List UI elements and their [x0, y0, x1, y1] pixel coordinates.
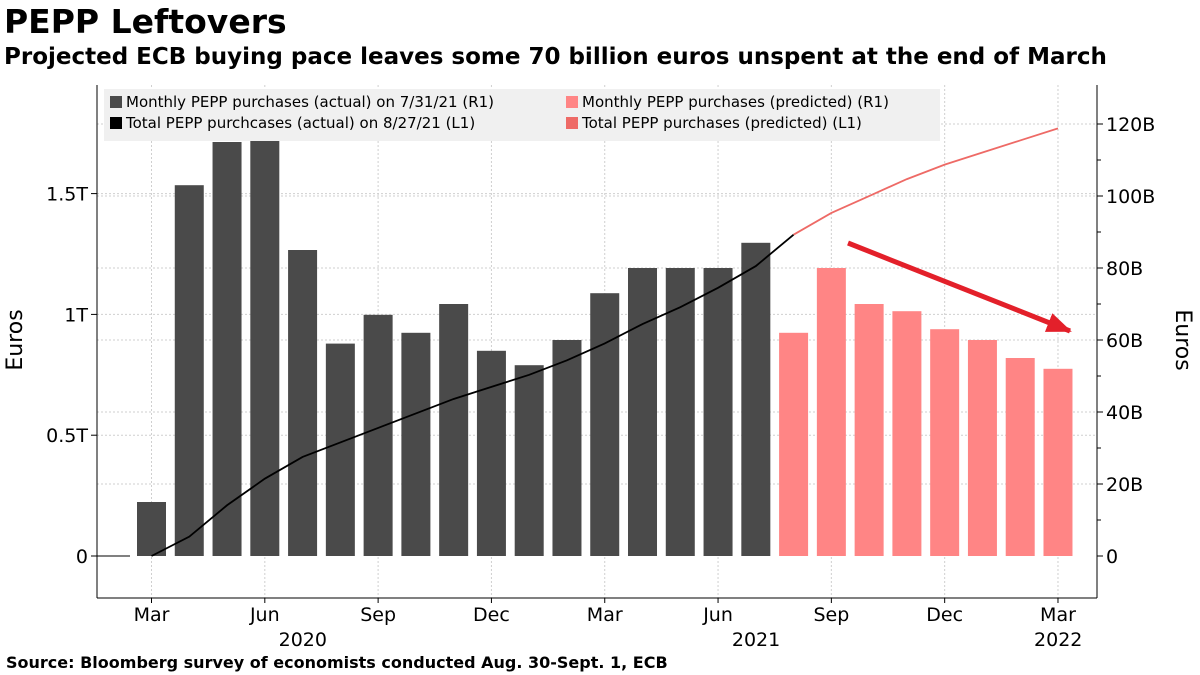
bar-actual	[288, 250, 318, 556]
bar-actual	[212, 142, 242, 556]
left-tick-label: 0.5T	[46, 425, 88, 447]
tick-labels: 0 0.5T 1T 1.5T 0 20B 40B 60B 80B 100B 120B Mar Jun Se…	[46, 114, 1155, 651]
bar-predicted	[1043, 368, 1073, 556]
source-note: Source: Bloomberg survey of economists c…	[6, 653, 668, 672]
bar-predicted	[779, 332, 809, 556]
legend-label-predicted-bar: Monthly PEPP purchases (predicted) (R1)	[582, 93, 889, 111]
bars	[137, 124, 1073, 557]
legend-swatch-predicted-bar	[566, 96, 578, 108]
x-year-label: 2022	[1034, 629, 1082, 651]
bar-predicted	[967, 340, 997, 556]
axes	[91, 85, 1103, 603]
legend-swatch-actual-bar	[110, 96, 122, 108]
x-year-label: 2021	[732, 629, 780, 651]
bar-actual	[250, 124, 280, 556]
chart-subtitle: Projected ECB buying pace leaves some 70…	[4, 44, 1107, 70]
right-tick-label: 80B	[1106, 258, 1143, 280]
right-tick-label: 60B	[1106, 330, 1143, 352]
bar-actual	[174, 185, 204, 556]
right-tick-label: 120B	[1106, 114, 1155, 136]
bar-predicted	[930, 329, 960, 556]
x-tick-label: Mar	[1040, 604, 1076, 626]
right-tick-label: 20B	[1106, 474, 1143, 496]
bar-actual	[363, 314, 393, 556]
x-tick-label: Sep	[813, 604, 849, 626]
legend: Monthly PEPP purchases (actual) on 7/31/…	[104, 89, 940, 141]
left-tick-label: 1T	[64, 304, 88, 326]
x-tick-label: Dec	[926, 604, 963, 626]
right-tick-label: 100B	[1106, 186, 1155, 208]
right-tick-label: 40B	[1106, 402, 1143, 424]
chart-title: PEPP Leftovers	[4, 2, 287, 41]
bar-predicted	[892, 311, 922, 556]
legend-label-actual-line: Total PEPP purchcases (actual) on 8/27/2…	[125, 114, 475, 132]
x-tick-label: Mar	[587, 604, 623, 626]
bar-actual	[325, 343, 355, 556]
lines	[151, 127, 1059, 557]
bar-actual	[552, 340, 582, 556]
x-tick-label: Sep	[360, 604, 396, 626]
bar-predicted	[854, 304, 884, 556]
bar-actual	[628, 268, 658, 556]
bar-actual	[741, 242, 771, 557]
x-tick-label: Mar	[134, 604, 170, 626]
line-total-predicted	[793, 127, 1059, 236]
bar-actual	[137, 502, 166, 556]
bar-actual	[476, 350, 506, 556]
legend-swatch-predicted-line	[566, 117, 578, 129]
right-tick-label: 0	[1106, 546, 1118, 568]
legend-background	[104, 89, 940, 141]
bar-predicted	[816, 268, 846, 556]
left-axis-title: Euros	[3, 309, 28, 370]
bar-actual	[665, 268, 695, 556]
bar-actual	[703, 268, 733, 556]
legend-label-actual-bar: Monthly PEPP purchases (actual) on 7/31/…	[126, 93, 494, 111]
legend-swatch-actual-line	[110, 117, 122, 129]
bar-actual	[590, 293, 620, 556]
x-tick-label: Jun	[249, 604, 280, 626]
bar-predicted	[1005, 358, 1035, 556]
left-tick-label: 1.5T	[46, 184, 88, 206]
bar-actual	[514, 365, 544, 556]
bar-actual	[401, 332, 431, 556]
right-axis-title: Euros	[1170, 309, 1195, 370]
bar-actual	[439, 304, 469, 556]
x-tick-label: Jun	[702, 604, 733, 626]
legend-label-predicted-line: Total PEPP purchases (predicted) (L1)	[581, 114, 862, 132]
left-tick-label: 0	[76, 546, 88, 568]
x-tick-label: Dec	[473, 604, 510, 626]
x-year-label: 2020	[279, 629, 327, 651]
trend-arrow-icon	[847, 240, 1072, 334]
line-total-actual	[151, 233, 795, 557]
